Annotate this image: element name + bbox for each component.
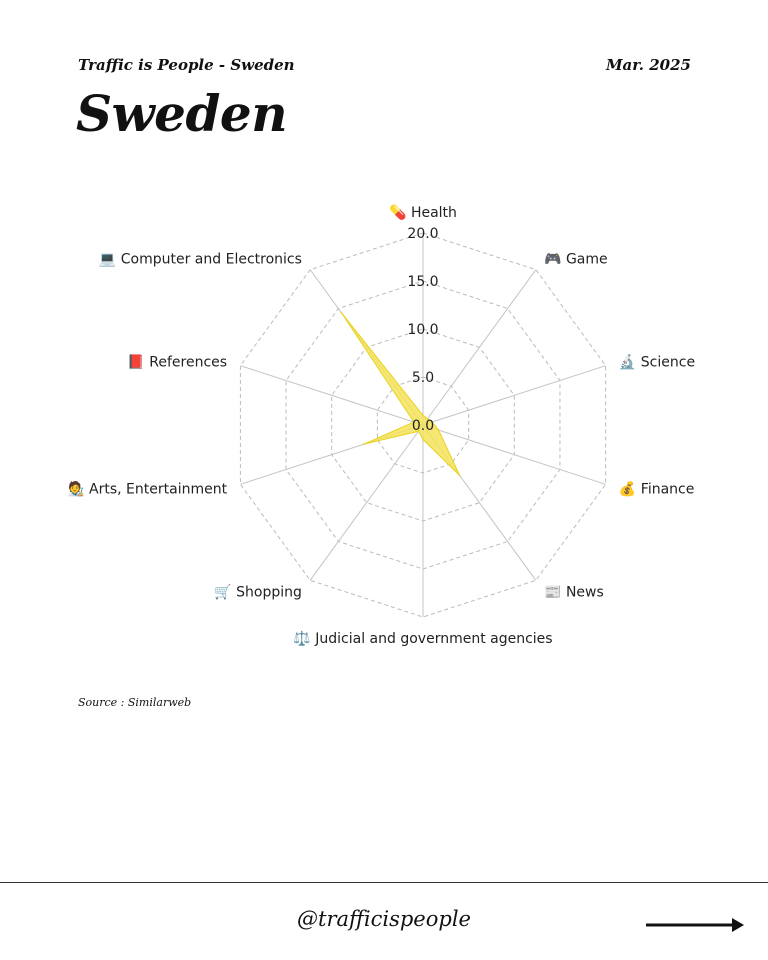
social-handle[interactable]: @trafficispeople	[297, 907, 471, 931]
axis-spoke	[422, 424, 606, 485]
header-date: Mar. 2025	[605, 56, 691, 74]
axis-spoke	[240, 365, 424, 426]
category-label: 📕 References	[127, 353, 227, 370]
grid-ring	[239, 232, 607, 618]
axis-spoke	[309, 424, 424, 581]
header-subtitle: Traffic is People - Sweden	[78, 56, 295, 74]
radar-tick-labels: 0.0 5.0 10.0 15.0 20.0	[407, 226, 438, 434]
category-label: 🎮 Game	[544, 251, 608, 267]
data-point	[413, 421, 415, 423]
data-point	[417, 430, 420, 433]
radar-axis-labels: 💊 Health 🎮 Game 🔬 Science 💰 Finance 📰 News ⚖️…	[67, 203, 695, 647]
category-label: 📰 News	[544, 585, 604, 601]
category-label: 💰 Finance	[619, 481, 694, 498]
data-point	[340, 311, 342, 314]
category-label: 🧑‍🎨 Arts, Entertainment	[67, 480, 227, 498]
source-note: Source : Similarweb	[78, 696, 192, 709]
next-arrow-icon[interactable]	[646, 916, 746, 934]
axis-spoke	[422, 269, 537, 426]
data-point	[362, 443, 365, 446]
radial-tick-label: 0.0	[412, 418, 434, 434]
data-point	[422, 414, 424, 417]
radial-tick-label: 20.0	[407, 226, 438, 242]
category-label: 🔬 Science	[619, 352, 695, 370]
footer-divider	[0, 882, 768, 883]
category-label: 💻 Computer and Electronics	[99, 251, 302, 267]
category-label: ⚖️ Judicial and government agencies	[293, 630, 552, 647]
radar-chart: 0.0 5.0 10.0 15.0 20.0 💊 Health 🎮 Game 🔬 Scien…	[67, 203, 695, 647]
radial-tick-label: 15.0	[407, 274, 438, 290]
page-title: Sweden	[76, 84, 288, 143]
axis-spoke	[422, 365, 606, 426]
category-label: 💊 Health	[389, 203, 457, 221]
radial-tick-label: 5.0	[412, 370, 434, 386]
data-point	[422, 438, 424, 441]
data-point	[437, 429, 440, 431]
data-point	[431, 421, 433, 423]
radar-data-layer	[340, 311, 461, 477]
radial-tick-label: 10.0	[407, 322, 438, 338]
category-label: 🛒 Shopping	[214, 584, 302, 601]
data-point	[426, 417, 429, 420]
data-point	[458, 474, 461, 477]
